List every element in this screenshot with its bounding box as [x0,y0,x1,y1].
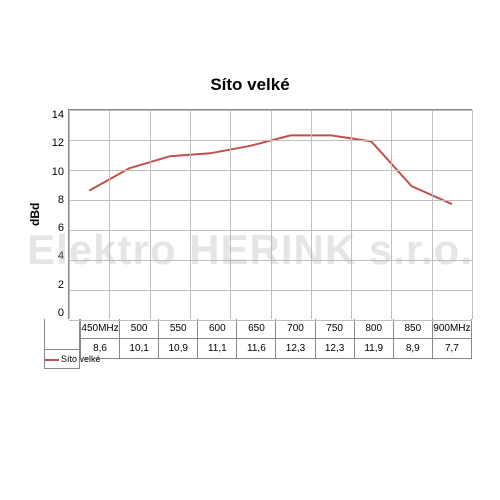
y-tick: 12 [52,137,64,149]
plot-area [68,109,472,319]
legend-cell: Síto velké [45,350,80,369]
y-axis-ticks: 14 12 10 8 6 4 2 0 [44,109,68,319]
category-cell: 700 [276,319,315,339]
table-row: 8,610,110,911,111,612,312,311,98,97,7 [81,339,472,359]
category-cell: 650 [237,319,276,339]
value-cell: 10,1 [120,339,159,359]
category-cell: 750 [315,319,354,339]
category-cell: 550 [159,319,198,339]
category-cell: 900MHz [432,319,471,339]
legend-swatch [45,359,59,361]
category-cell: 800 [354,319,393,339]
value-cell: 7,7 [432,339,471,359]
table-row: 450MHz500550600650700750800850900MHz [81,319,472,339]
category-cell: 850 [393,319,432,339]
value-cell: 11,1 [198,339,237,359]
y-tick: 4 [58,250,64,262]
category-cell: 600 [198,319,237,339]
chart-container: Síto velké dBd 14 12 10 8 6 4 2 0 Síto velké 45… [28,75,472,425]
y-tick: 2 [58,279,64,291]
value-cell: 12,3 [315,339,354,359]
value-cell: 10,9 [159,339,198,359]
y-tick: 0 [58,307,64,319]
y-axis-label: dBd [28,109,44,319]
value-cell: 11,9 [354,339,393,359]
y-tick: 8 [58,194,64,206]
value-cell: 8,9 [393,339,432,359]
chart-title: Síto velké [28,75,472,95]
value-cell: 12,3 [276,339,315,359]
category-cell: 500 [120,319,159,339]
y-tick: 14 [52,109,64,121]
category-cell: 450MHz [81,319,120,339]
value-cell: 11,6 [237,339,276,359]
y-tick: 6 [58,222,64,234]
value-cell: 8,6 [81,339,120,359]
data-table: 450MHz500550600650700750800850900MHz 8,6… [80,319,472,359]
y-tick: 10 [52,166,64,178]
